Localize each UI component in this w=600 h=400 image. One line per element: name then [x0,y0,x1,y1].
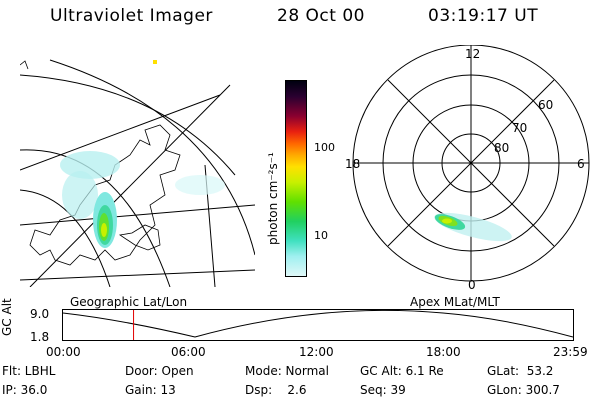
coastline [118,224,161,251]
timeline-y-tick-9: 9.0 [30,307,50,321]
door-info: Door: Open [125,364,194,378]
seq-info: Seq: 39 [360,383,406,397]
colorbar [285,80,307,277]
geographic-map-panel [20,55,255,287]
timeline-x-tick: 06:00 [171,345,206,359]
orbit-altitude-curve [63,310,573,340]
instrument-title: Ultraviolet Imager [50,6,213,26]
timeline-x-tick: 00:00 [46,345,81,359]
mlat-label-60: 60 [538,98,554,112]
mlt-label-12: 12 [465,47,481,61]
colorbar-tick-100: 100 [314,141,335,154]
geographic-label: Geographic Lat/Lon [70,295,188,309]
mlat-label-80: 80 [494,141,510,155]
filter-info: Flt: LBHL [2,364,56,378]
colorbar-unit-label: photon cm⁻²s⁻¹ [266,152,280,245]
mlt-label-6: 6 [577,157,585,171]
lon-line [20,269,255,281]
glat-info: GLat: 53.2 [487,364,554,378]
dsp-info: Dsp: 2.6 [245,383,307,397]
lat-arc [20,149,171,287]
geographic-map [20,59,255,287]
coastline [20,60,29,70]
aurora-oval [434,212,512,242]
date-label: 28 Oct 00 [277,6,365,26]
polar-plot [352,45,590,282]
glon-info: GLon: 300.7 [487,383,560,397]
time-label: 03:19:17 UT [428,6,539,26]
lat-arc [49,59,255,256]
mode-info: Mode: Normal [245,364,329,378]
mlt-label-0: 0 [468,278,476,292]
timeline-x-tick: 18:00 [426,345,461,359]
lat-arc [20,189,111,287]
timeline-y-tick-1.8: 1.8 [30,330,50,344]
gain-info: Gain: 13 [125,383,176,397]
lon-line [20,204,255,226]
lat-arc [20,74,236,176]
timeline-y-label: GC Alt [0,298,14,336]
colorbar-tick-10: 10 [314,229,328,242]
ip-info: IP: 36.0 [2,383,48,397]
timeline-x-tick: 12:00 [299,345,334,359]
mlat-label-70: 70 [512,121,528,135]
mlt-label-18: 18 [345,157,361,171]
lon-line [20,94,221,171]
lon-line [29,84,231,287]
gc-alt-info: GC Alt: 6.1 Re [360,364,444,378]
coastline [29,124,181,266]
mlt-line [387,79,555,247]
aurora-emission [60,60,225,248]
polar-plot-panel [338,45,598,293]
apex-label: Apex MLat/MLT [410,295,500,309]
timeline-x-tick: 23:59 [553,345,588,359]
orbit-timeline [62,309,574,341]
